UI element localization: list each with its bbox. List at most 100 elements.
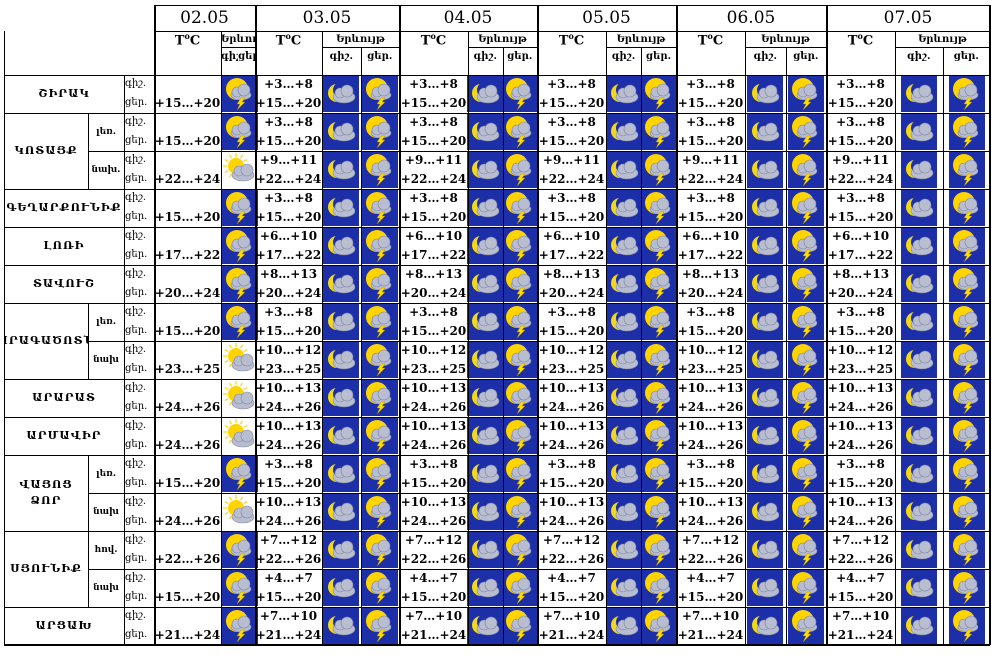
sun-cloud-storm-icon (787, 608, 824, 644)
day-temperature: +15…+20 (538, 324, 605, 338)
day-temperature: +15…+20 (677, 476, 744, 490)
night-temperature: +6…+10 (831, 229, 890, 243)
night-temperature: +7…+10 (259, 609, 318, 623)
moon-cloud-icon (901, 304, 937, 340)
region-subarea: լեռ. (96, 469, 116, 479)
day-temperature: +17…+22 (538, 248, 605, 262)
day-temperature: +22…+24 (255, 172, 322, 186)
day-temperature: +17…+22 (154, 248, 221, 262)
night-temperature: +4…+7 (264, 571, 313, 585)
region-name: ԼՈՌԻ (43, 239, 85, 252)
grid-line (468, 31, 537, 32)
moon-cloud-icon (467, 114, 503, 150)
night-label: գիշ. (125, 230, 147, 241)
grid-line (4, 455, 990, 456)
grid-line (942, 47, 944, 645)
day-temperature: +15…+20 (400, 476, 467, 490)
day-temperature: +23…+25 (827, 362, 894, 376)
day-temperature: +15…+20 (827, 590, 894, 604)
moon-cloud-icon (901, 532, 937, 568)
night-temperature: +10…+13 (255, 419, 322, 433)
day-temperature: +15…+20 (154, 476, 221, 490)
grid-line (4, 531, 990, 532)
grid-line (4, 227, 990, 228)
moon-cloud-icon (323, 266, 359, 302)
moon-cloud-icon (323, 456, 359, 492)
moon-cloud-icon (901, 418, 937, 454)
phenomenon-header: Երևույթ (478, 34, 527, 45)
moon-cloud-icon (606, 266, 642, 302)
moon-cloud-icon (606, 228, 642, 264)
night-temperature: +4…+7 (547, 571, 596, 585)
sun-cloud-storm-icon (948, 418, 985, 454)
night-temperature: +3…+8 (836, 305, 885, 319)
moon-cloud-icon (901, 494, 937, 530)
night-temperature: +8…+13 (831, 267, 890, 281)
sun-cloud-storm-icon (222, 570, 258, 606)
sun-cloud-storm-icon (787, 266, 824, 302)
moon-cloud-icon (747, 608, 783, 644)
day-temperature: +22…+24 (677, 172, 744, 186)
sun-cloud-storm-icon (501, 570, 538, 606)
sun-cloud-storm-icon (501, 266, 538, 302)
sun-cloud-storm-icon (948, 76, 985, 112)
night-temperature: +10…+13 (827, 495, 894, 509)
night-temperature: +3…+8 (686, 457, 735, 471)
sun-cloud-storm-icon (501, 380, 538, 416)
day-temperature: +20…+24 (400, 286, 467, 300)
moon-cloud-icon (467, 342, 503, 378)
day-label: ցեր. (125, 477, 148, 488)
day-temperature: +22…+26 (538, 552, 605, 566)
phenomenon-header: Երևույթ (221, 34, 255, 45)
day-temperature: +24…+26 (827, 400, 894, 414)
region-subarea: նախ (93, 507, 119, 517)
phenomenon-header: Երևույթ (761, 34, 810, 45)
night-temperature: +3…+8 (264, 191, 313, 205)
sun-cloud-storm-icon (641, 342, 677, 378)
grid-line (895, 31, 990, 32)
grid-line (468, 31, 469, 645)
moon-cloud-icon (747, 152, 783, 188)
day-temperature: +20…+24 (538, 286, 605, 300)
night-temperature: +4…+7 (409, 571, 458, 585)
night-temperature: +7…+12 (681, 533, 740, 547)
night-temperature: +7…+12 (831, 533, 890, 547)
sun-cloud-storm-icon (948, 266, 985, 302)
night-temperature: +3…+8 (409, 77, 458, 91)
day-label: ցեր. (125, 325, 148, 336)
grid-line (88, 493, 990, 494)
sun-cloud-storm-icon (948, 380, 985, 416)
grid-line (537, 31, 606, 32)
night-temperature: +10…+13 (255, 495, 322, 509)
moon-cloud-icon (323, 570, 359, 606)
moon-cloud-icon (467, 418, 503, 454)
moon-cloud-icon (606, 190, 642, 226)
day-temperature: +24…+26 (827, 514, 894, 528)
day-label: ցեր. (125, 629, 148, 640)
sun-cloud-storm-icon (222, 114, 258, 150)
night-temperature: +7…+10 (681, 609, 740, 623)
night-temperature: +6…+10 (542, 229, 601, 243)
sun-cloud-storm-icon (501, 494, 538, 530)
phenomenon-header: Երևույթ (918, 34, 967, 45)
night-label: գիշ. (125, 420, 147, 431)
moon-cloud-icon (606, 494, 642, 530)
sun-cloud-storm-icon (361, 228, 398, 264)
moon-cloud-icon (747, 456, 783, 492)
grid-line (322, 31, 399, 32)
grid-line (606, 31, 676, 32)
day-label: ցեր. (125, 249, 148, 260)
moon-cloud-icon (606, 570, 642, 606)
sun-cloud-storm-icon (787, 342, 824, 378)
grid-line (785, 47, 787, 645)
day-temperature: +15…+20 (400, 210, 467, 224)
day-temperature: +21…+24 (677, 628, 744, 642)
sun-cloud-storm-icon (641, 266, 677, 302)
day-temperature: +15…+20 (154, 96, 221, 110)
sun-cloud-storm-icon (787, 380, 824, 416)
sun-cloud-storm-icon (948, 304, 985, 340)
day-temperature: +15…+20 (677, 324, 744, 338)
moon-cloud-icon (467, 304, 503, 340)
moon-cloud-icon (467, 228, 503, 264)
night-temperature: +3…+8 (264, 77, 313, 91)
